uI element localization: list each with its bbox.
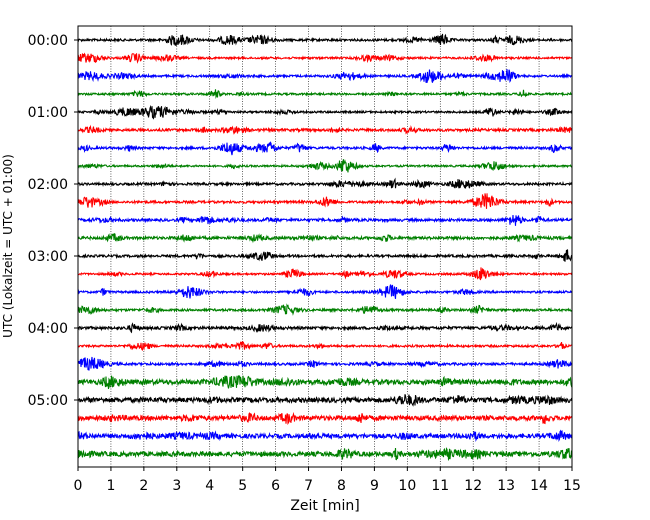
y-axis-label: UTC (Lokalzeit = UTC + 01:00) bbox=[1, 154, 15, 338]
x-tick-label: 3 bbox=[172, 478, 181, 494]
seismic-trace bbox=[77, 69, 573, 84]
seismic-trace bbox=[77, 411, 573, 426]
x-tick-label: 1 bbox=[106, 478, 115, 494]
seismic-trace bbox=[77, 284, 573, 299]
seismic-trace bbox=[77, 177, 573, 189]
seismic-traces bbox=[77, 33, 573, 462]
x-axis-label: Zeit [min] bbox=[290, 498, 359, 514]
seismic-trace bbox=[77, 214, 573, 226]
x-tick-label: 13 bbox=[497, 478, 515, 494]
x-tick-label: 15 bbox=[563, 478, 581, 494]
y-tick-label: 00:00 bbox=[28, 33, 68, 49]
seismic-trace bbox=[77, 89, 573, 100]
x-tick-label: 4 bbox=[205, 478, 214, 494]
x-tick-label: 14 bbox=[530, 478, 548, 494]
x-tick-label: 2 bbox=[139, 478, 148, 494]
seismic-trace bbox=[77, 356, 573, 371]
seismic-trace bbox=[77, 447, 573, 462]
seismic-trace bbox=[77, 321, 573, 334]
y-tick-label: 04:00 bbox=[28, 321, 68, 337]
x-tick-label: 7 bbox=[304, 478, 313, 494]
seismic-trace bbox=[77, 303, 573, 316]
x-tick-label: 11 bbox=[431, 478, 449, 494]
plot-frame bbox=[77, 25, 573, 468]
seismic-trace bbox=[77, 341, 573, 351]
seismic-trace bbox=[77, 267, 573, 281]
y-tick-label: 01:00 bbox=[28, 105, 68, 121]
x-tick-label: 5 bbox=[238, 478, 247, 494]
x-tick-label: 12 bbox=[464, 478, 482, 494]
seismic-trace bbox=[77, 193, 573, 209]
seismic-trace bbox=[77, 33, 573, 47]
x-tick-label: 9 bbox=[370, 478, 379, 494]
seismic-trace bbox=[77, 429, 573, 443]
y-tick-label: 05:00 bbox=[28, 393, 68, 409]
seismic-trace bbox=[77, 249, 573, 262]
seismic-trace bbox=[77, 394, 573, 407]
seismic-trace bbox=[77, 141, 573, 156]
seismic-trace bbox=[77, 375, 573, 390]
seismic-trace bbox=[77, 104, 573, 120]
x-tick-label: 6 bbox=[271, 478, 280, 494]
x-tick-label: 8 bbox=[337, 478, 346, 494]
grid-lines bbox=[110, 26, 540, 467]
x-tick-label: 10 bbox=[398, 478, 416, 494]
y-tick-label: 02:00 bbox=[28, 177, 68, 193]
seismic-trace bbox=[77, 233, 573, 244]
y-axis: 00:00 01:00 02:00 03:00 04:00 05:00 bbox=[28, 33, 78, 409]
y-tick-label: 03:00 bbox=[28, 249, 68, 265]
seismic-trace bbox=[77, 52, 573, 64]
seismic-trace bbox=[77, 159, 573, 173]
seismic-trace bbox=[77, 124, 573, 135]
x-axis: 0 1 2 3 4 5 6 7 8 9 10 11 12 13 14 15 bbox=[74, 467, 581, 494]
x-tick-label: 0 bbox=[74, 478, 83, 494]
plot-area bbox=[78, 26, 572, 467]
